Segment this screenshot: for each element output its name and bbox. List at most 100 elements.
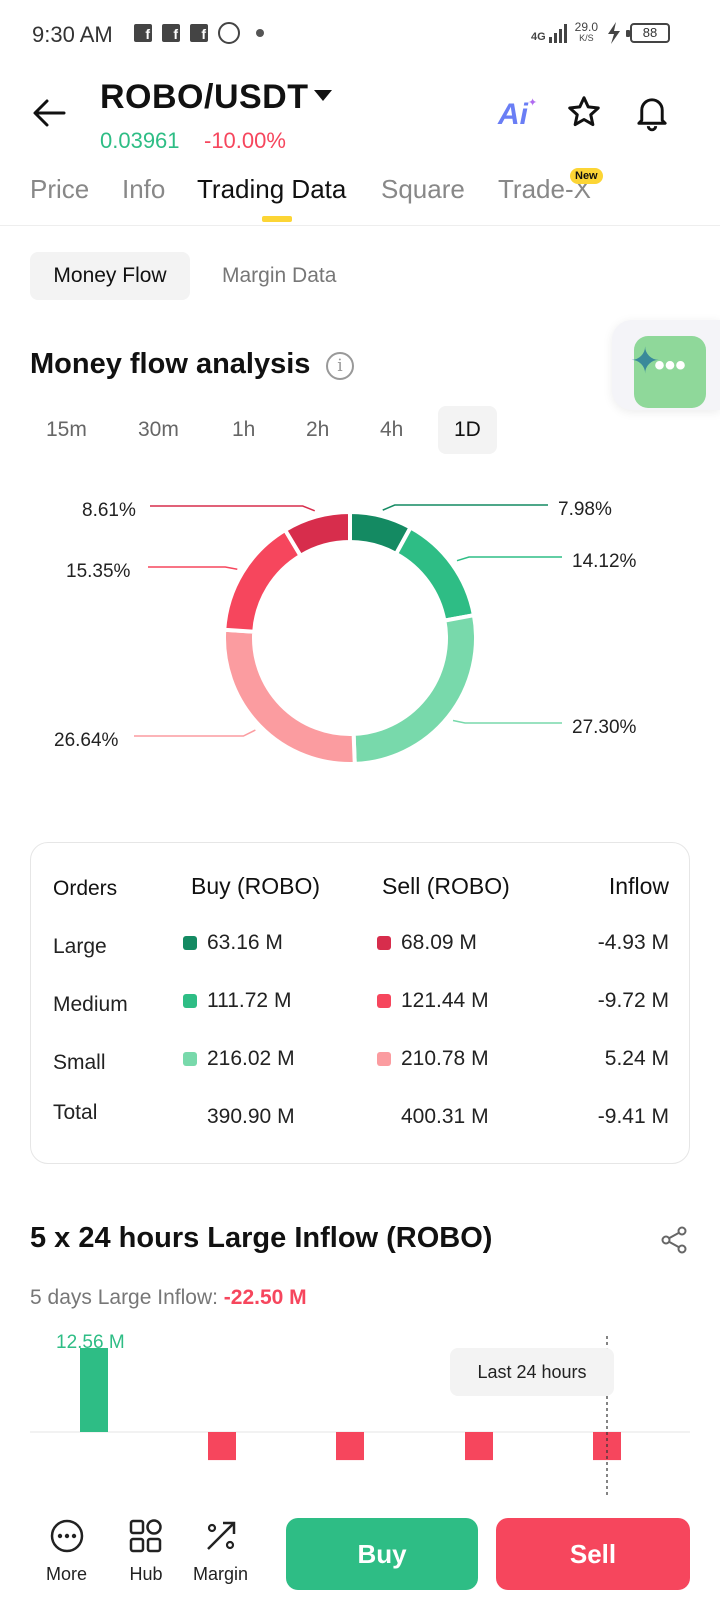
tab-trading-data[interactable]: Trading Data [197,174,347,204]
inflow-small: 5.24 M [604,1047,669,1070]
sell-large: 68.09 M [377,931,477,955]
sell-large-value: 68.09 M [401,931,477,954]
tab-price[interactable]: Price [30,174,90,204]
more-notifications-dot [256,29,264,37]
small-sell-swatch [377,1052,391,1066]
timeframe-1d[interactable]: 1D [438,406,497,454]
more-button[interactable]: More [46,1516,87,1585]
orders-table: Orders Buy (ROBO) Sell (ROBO) Inflow Lar… [30,842,690,1164]
segment-money-flow[interactable]: Money Flow [30,252,190,300]
five-day-inflow-value: -22.50 M [223,1286,307,1309]
inflow-large: -4.93 M [597,931,669,954]
buy-small-value: 216.02 M [207,1047,295,1070]
ai-button[interactable]: Ai [498,98,528,131]
header-sell: Sell (ROBO) [382,873,510,899]
row-label-medium: Medium [53,993,128,1016]
assistant-button[interactable]: ••• [634,336,706,408]
share-icon[interactable] [660,1226,688,1254]
ai-sparkle-icon: ✦ [528,97,538,109]
facebook-icon: f [134,24,152,42]
timeframe-4h[interactable]: 4h [380,418,404,441]
net-speed-unit: K/S [579,33,594,43]
timeframe-15m[interactable]: 15m [46,418,87,441]
timeframe-2h[interactable]: 2h [306,418,330,441]
five-day-inflow-label: 5 days Large Inflow: [30,1286,224,1309]
slice-label-large-sell: 8.61% [82,500,136,521]
large-sell-swatch [377,936,391,950]
segment-margin-data[interactable]: Margin Data [222,264,337,287]
margin-label: Margin [193,1564,249,1584]
timeframe-1h[interactable]: 1h [232,418,256,441]
notification-icons: f f f [134,22,264,44]
leader-line-large-buy [382,504,548,511]
row-label-large: Large [53,935,107,958]
leader-line-large-sell [150,505,316,512]
inflow-bar[interactable] [80,1348,108,1432]
bottom-action-bar: More Hub Margin Buy Sell [0,1496,720,1611]
buy-button[interactable]: Buy [286,1518,478,1590]
money-flow-donut-chart: 7.98% 14.12% 27.30% 26.64% 15.35% 8.61% [0,480,720,820]
buy-medium-value: 111.72 M [207,989,292,1012]
leader-line-medium-buy [456,556,562,562]
inflow-bar[interactable] [208,1432,236,1461]
leader-line-small-buy [452,719,562,724]
buy-small: 216.02 M [183,1047,295,1071]
sell-small: 210.78 M [377,1047,489,1071]
bell-icon[interactable] [634,94,670,132]
hub-label: Hub [129,1564,163,1584]
system-icons: 4G 29.0 K/S 88 [531,20,670,44]
inflow-medium: -9.72 M [597,989,669,1012]
donut-slice-medium-buy [393,524,477,623]
medium-buy-swatch [183,994,197,1008]
tab-info[interactable]: Info [122,174,166,204]
leader-line-small-sell [134,729,256,737]
net-speed-value: 29.0 [574,20,598,34]
slice-label-small-sell: 26.64% [54,730,119,751]
pair-title[interactable]: ROBO/USDT [100,78,309,116]
active-tab-indicator [262,216,292,222]
row-label-small: Small [53,1051,106,1074]
header-orders: Orders [53,877,118,900]
donut-svg [134,504,562,766]
whatsapp-icon [218,22,240,44]
inflow-bar[interactable] [336,1432,364,1461]
price-change: -10.00% [204,128,286,153]
more-icon [50,1519,83,1553]
hub-button[interactable]: Hub [128,1516,164,1585]
sell-total: 400.31 M [401,1105,489,1129]
pair-dropdown-icon[interactable] [314,90,332,101]
buy-large-value: 63.16 M [207,931,283,954]
status-bar: 9:30 AM f f f 4G 29.0 K/S 88 [0,0,720,72]
buy-total-value: 390.90 M [207,1105,295,1128]
sell-button[interactable]: Sell [496,1518,690,1590]
inflow-bar[interactable] [465,1432,493,1461]
medium-sell-swatch [377,994,391,1008]
last-price: 0.03961 [100,128,180,153]
buy-medium: 111.72 M [183,989,291,1013]
slice-label-large-buy: 7.98% [558,499,612,520]
buy-total: 390.90 M [207,1105,295,1129]
battery-icon: 88 [626,23,670,43]
slice-label-medium-sell: 15.35% [66,561,131,582]
facebook-icon: f [162,24,180,42]
info-icon[interactable]: i [326,352,354,380]
sell-medium: 121.44 M [377,989,489,1013]
tab-bar: Price Info Trading Data Square Trade-X N… [0,168,720,226]
leader-line-medium-sell [148,566,238,571]
sell-medium-value: 121.44 M [401,989,489,1012]
sparkle-icon: ✦ [630,340,661,381]
donut-slice-large-sell [282,509,352,559]
charging-icon [608,22,620,44]
last-24-hours-tooltip: Last 24 hours [450,1348,614,1396]
sell-small-value: 210.78 M [401,1047,489,1070]
star-icon[interactable] [566,94,602,130]
timeframe-30m[interactable]: 30m [138,418,179,441]
large-buy-swatch [183,936,197,950]
donut-slice-medium-sell [222,527,304,634]
status-time: 9:30 AM [32,22,113,47]
net-speed: 29.0 K/S [574,20,598,44]
header-buy: Buy (ROBO) [191,873,321,899]
tab-square[interactable]: Square [381,174,465,204]
margin-button[interactable]: Margin [193,1516,248,1585]
back-arrow-icon[interactable] [32,96,66,130]
